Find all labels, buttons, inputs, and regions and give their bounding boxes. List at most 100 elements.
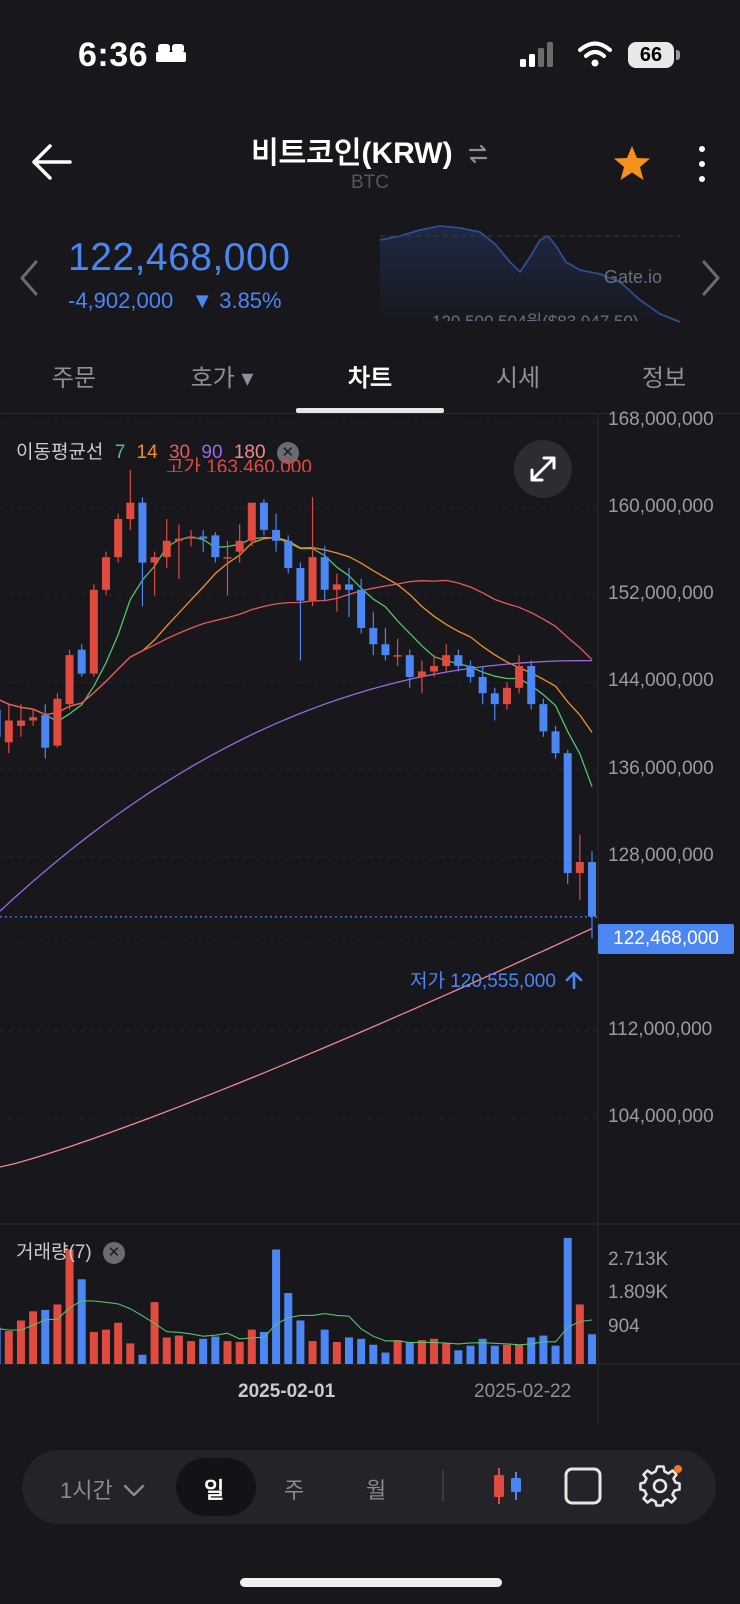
volume-bar	[296, 1320, 305, 1364]
tab-info[interactable]: 정보	[641, 365, 687, 392]
ma90-line	[0, 659, 593, 912]
date-label-feb22: 2025-02-22	[474, 1381, 572, 1402]
volume-bars	[0, 1238, 596, 1364]
candle-body	[381, 644, 390, 656]
volume-bar	[4, 1331, 13, 1364]
volume-bar	[515, 1344, 524, 1364]
volume-bar	[65, 1249, 74, 1364]
timeframe-dropdown[interactable]: 1시간	[60, 1473, 145, 1505]
candle-body	[527, 666, 536, 705]
volume-bar	[150, 1302, 159, 1364]
chevron-down-icon	[123, 1484, 145, 1497]
volume-bar	[308, 1341, 317, 1364]
volume-bar	[430, 1338, 439, 1364]
volume-bar	[89, 1331, 98, 1364]
volume-bar	[199, 1338, 208, 1364]
ma-legend-close-icon[interactable]: ✕	[276, 442, 299, 464]
candle-body	[235, 540, 244, 552]
volume-bar	[490, 1345, 499, 1364]
price-sparkline[interactable]	[380, 222, 680, 328]
volume-bar	[174, 1335, 183, 1364]
volume-bar	[539, 1335, 548, 1364]
volume-bar	[53, 1304, 62, 1364]
candle-body	[320, 557, 329, 590]
y-tick-label: 104,000,000	[608, 1106, 714, 1127]
volume-bar	[29, 1311, 38, 1364]
volume-bar	[272, 1249, 281, 1364]
volume-bar	[345, 1337, 353, 1364]
volume-bar	[235, 1342, 244, 1364]
candle-body	[454, 655, 463, 667]
timeframe-week[interactable]: 주	[284, 1478, 305, 1503]
y-tick-label: 128,000,000	[608, 844, 714, 866]
timeframe-day[interactable]: 일	[204, 1478, 225, 1503]
volume-bar	[381, 1352, 390, 1364]
candle-body	[102, 557, 110, 590]
wifi-icon	[578, 41, 612, 67]
candle-body	[259, 502, 268, 530]
volume-bar	[126, 1343, 135, 1364]
volume-bar	[551, 1345, 560, 1364]
date-label-feb01: 2025-02-01	[238, 1381, 336, 1402]
volume-bar	[575, 1304, 584, 1364]
tab-chart[interactable]: 차트	[347, 365, 393, 392]
candle-body	[345, 584, 353, 590]
candle-body	[174, 538, 183, 541]
volume-bar	[466, 1345, 475, 1364]
volume-bar	[588, 1334, 596, 1364]
ma-legend[interactable]: 이동평균선 7 14 30 90 180 ✕	[16, 437, 299, 464]
candle-body	[575, 862, 584, 873]
candle-body	[114, 519, 123, 558]
volume-bar	[162, 1337, 171, 1364]
tab-order[interactable]: 주문	[51, 365, 97, 392]
tab-orderbook[interactable]: 호가 ▾	[190, 365, 254, 392]
ma14-label: 14	[136, 442, 158, 463]
candle-body	[332, 584, 341, 590]
candles	[0, 470, 596, 939]
volume-bar	[369, 1344, 378, 1364]
candle-body	[29, 717, 38, 721]
y-tick-label: 144,000,000	[608, 670, 714, 692]
volume-bar	[393, 1340, 402, 1364]
y-tick-label: 112,000,000	[608, 1018, 713, 1040]
fullscreen-button[interactable]	[514, 440, 572, 498]
ma180-label: 180	[233, 442, 266, 463]
tab-market-price[interactable]: 시세	[495, 365, 541, 392]
candle-body	[588, 862, 596, 917]
candle-body	[211, 535, 220, 558]
drawing-tool-icon[interactable]	[563, 1466, 603, 1506]
favorite-star-icon[interactable]	[612, 144, 652, 182]
volume-bar	[138, 1354, 147, 1364]
back-arrow-icon[interactable]	[30, 142, 74, 182]
more-menu-icon[interactable]	[696, 144, 708, 184]
swap-currency-icon[interactable]	[467, 143, 489, 165]
candle-body	[502, 687, 511, 705]
active-tab-indicator	[296, 408, 444, 413]
candle-type-icon[interactable]	[490, 1466, 526, 1506]
volume-close-icon[interactable]: ✕	[102, 1242, 125, 1264]
battery-icon: 66	[628, 42, 674, 68]
sparkline-brand: Gate.io	[604, 267, 663, 287]
candle-body	[126, 502, 135, 520]
candle-body	[284, 540, 293, 569]
volume-bar	[187, 1341, 196, 1364]
candle-body	[272, 529, 281, 541]
volume-bar	[563, 1238, 572, 1364]
ma180-line	[0, 927, 593, 1168]
settings-gear-icon[interactable]	[638, 1464, 682, 1508]
candlestick-chart[interactable]	[0, 414, 740, 1424]
y-tick-label: 160,000,000	[608, 496, 714, 518]
candle-body	[0, 709, 1, 737]
volume-bar	[442, 1343, 451, 1364]
prev-coin-chevron-icon[interactable]	[18, 260, 40, 296]
volume-title[interactable]: 거래량(7) ✕	[16, 1237, 125, 1264]
volume-bar	[454, 1350, 463, 1364]
volume-bar	[478, 1338, 487, 1364]
candle-body	[223, 557, 232, 559]
next-coin-chevron-icon[interactable]	[700, 260, 722, 296]
candle-body	[138, 502, 147, 563]
arrow-up-icon	[565, 971, 583, 990]
volume-bar	[211, 1336, 220, 1364]
timeframe-month[interactable]: 월	[366, 1478, 387, 1503]
volume-bar	[77, 1279, 86, 1364]
